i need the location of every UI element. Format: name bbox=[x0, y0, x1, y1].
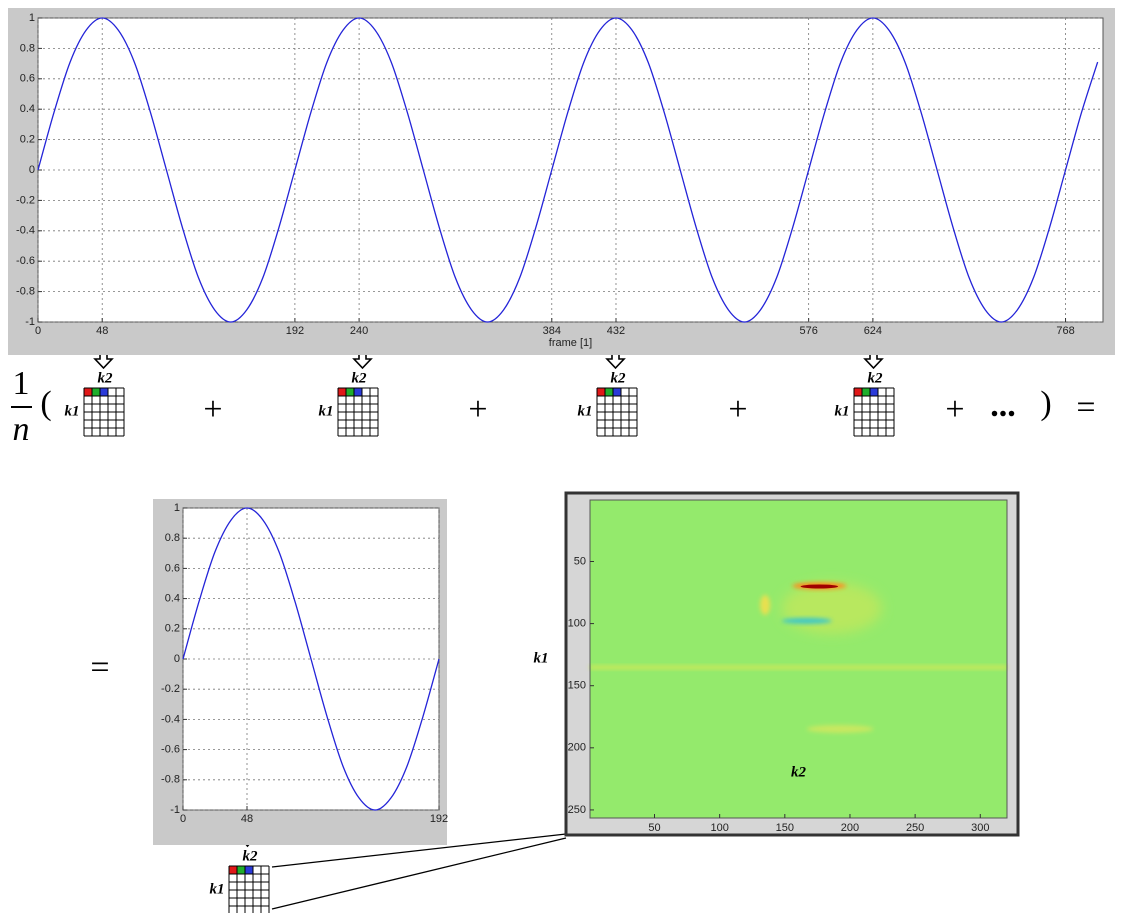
x-tick-label: 384 bbox=[543, 325, 561, 337]
col-label: k2 bbox=[98, 370, 114, 386]
color-cell bbox=[605, 388, 613, 396]
x-tick-label: 150 bbox=[776, 822, 794, 834]
zoom-line bbox=[272, 838, 566, 909]
x-axis-label: k2 bbox=[791, 764, 807, 780]
row-label: k1 bbox=[65, 403, 80, 419]
y-tick-label: 0.8 bbox=[20, 42, 35, 54]
color-cell bbox=[346, 388, 354, 396]
equals: = bbox=[1076, 389, 1095, 426]
color-cell bbox=[245, 866, 253, 874]
y-tick-label: -0.4 bbox=[161, 713, 180, 725]
x-tick-label: 0 bbox=[180, 813, 186, 825]
y-tick-label: 0 bbox=[174, 653, 180, 665]
y-tick-label: -0.8 bbox=[161, 774, 180, 786]
close-paren: ) bbox=[1040, 385, 1051, 422]
y-tick-label: -0.2 bbox=[16, 194, 35, 206]
figure: 1 n ( + + + + ... ) = = 0 48 192 240 384 432 5… bbox=[0, 0, 1122, 913]
col-label: k2 bbox=[352, 370, 368, 386]
row-label: k1 bbox=[578, 403, 593, 419]
x-tick-label: 624 bbox=[864, 325, 882, 337]
color-cell bbox=[100, 388, 108, 396]
y-tick-label: 0.4 bbox=[20, 103, 35, 115]
x-tick-label: 768 bbox=[1056, 325, 1074, 337]
y-tick-label: 0.8 bbox=[165, 532, 180, 544]
texture bbox=[760, 595, 770, 615]
y-tick-label: 0.6 bbox=[20, 73, 35, 85]
y-tick-label: -1 bbox=[170, 804, 180, 816]
color-cell bbox=[229, 866, 237, 874]
color-cell bbox=[854, 388, 862, 396]
texture bbox=[807, 725, 874, 733]
col-label: k2 bbox=[243, 848, 259, 864]
y-tick-label: -0.2 bbox=[161, 683, 180, 695]
y-tick-label: -0.4 bbox=[16, 225, 35, 237]
y-tick-label: 150 bbox=[568, 680, 586, 692]
y-tick-label: 50 bbox=[574, 555, 586, 567]
y-tick-label: 0.4 bbox=[165, 593, 180, 605]
x-tick-label: 48 bbox=[96, 325, 108, 337]
color-cell bbox=[354, 388, 362, 396]
x-axis-label: frame [1] bbox=[549, 337, 592, 349]
y-tick-label: 0.2 bbox=[20, 134, 35, 146]
row-label: k1 bbox=[210, 881, 225, 897]
plus: + bbox=[468, 391, 487, 428]
y-tick-label: -0.6 bbox=[161, 744, 180, 756]
x-tick-label: 192 bbox=[430, 813, 448, 825]
x-tick-label: 100 bbox=[710, 822, 728, 834]
x-tick-label: 300 bbox=[971, 822, 989, 834]
row-label: k1 bbox=[835, 403, 850, 419]
y-tick-label: 0.6 bbox=[165, 562, 180, 574]
open-paren: ( bbox=[40, 385, 51, 422]
plus: + bbox=[728, 391, 747, 428]
texture bbox=[801, 584, 839, 588]
row-label: k1 bbox=[319, 403, 334, 419]
x-tick-label: 576 bbox=[799, 325, 817, 337]
x-tick-label: 432 bbox=[607, 325, 625, 337]
equals: = bbox=[90, 649, 109, 686]
y-tick-label: 0.2 bbox=[165, 623, 180, 635]
col-label: k2 bbox=[611, 370, 627, 386]
x-tick-label: 48 bbox=[241, 813, 253, 825]
fraction-denominator: n bbox=[13, 411, 30, 448]
texture bbox=[782, 583, 882, 634]
color-cell bbox=[613, 388, 621, 396]
x-tick-label: 0 bbox=[35, 325, 41, 337]
color-cell bbox=[92, 388, 100, 396]
color-cell bbox=[338, 388, 346, 396]
color-cell bbox=[597, 388, 605, 396]
x-tick-label: 192 bbox=[286, 325, 304, 337]
color-cell bbox=[84, 388, 92, 396]
plus: + bbox=[945, 391, 964, 428]
y-tick-label: -0.8 bbox=[16, 286, 35, 298]
x-tick-label: 240 bbox=[350, 325, 368, 337]
col-label: k2 bbox=[868, 370, 884, 386]
texture bbox=[782, 618, 832, 624]
plus: + bbox=[203, 391, 222, 428]
texture bbox=[590, 665, 1007, 669]
y-tick-label: 1 bbox=[174, 502, 180, 514]
y-tick-label: 200 bbox=[568, 742, 586, 754]
x-tick-label: 50 bbox=[648, 822, 660, 834]
ellipsis: ... bbox=[990, 387, 1016, 424]
x-tick-label: 200 bbox=[841, 822, 859, 834]
y-tick-label: -0.6 bbox=[16, 255, 35, 267]
color-cell bbox=[862, 388, 870, 396]
y-tick-label: 100 bbox=[568, 618, 586, 630]
y-tick-label: -1 bbox=[25, 316, 35, 328]
y-tick-label: 1 bbox=[29, 12, 35, 24]
y-tick-label: 250 bbox=[568, 804, 586, 816]
color-cell bbox=[237, 866, 245, 874]
y-tick-label: 0 bbox=[29, 164, 35, 176]
color-cell bbox=[870, 388, 878, 396]
fraction-numerator: 1 bbox=[13, 365, 30, 402]
x-tick-label: 250 bbox=[906, 822, 924, 834]
y-axis-label: k1 bbox=[534, 650, 549, 666]
